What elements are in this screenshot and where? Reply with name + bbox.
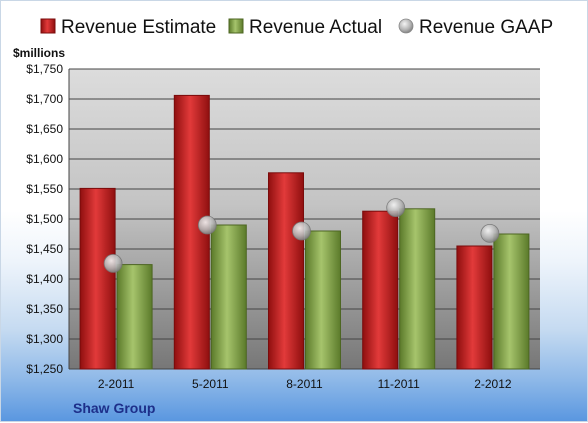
bar-revenue-estimate — [79, 187, 116, 370]
x-tick-label: 2-2012 — [474, 377, 512, 391]
x-tick-label: 5-2011 — [192, 377, 229, 391]
x-tick-label: 11-2011 — [378, 377, 421, 391]
legend-swatch-revenue-gaap — [398, 18, 414, 34]
marker-revenue-gaap — [197, 215, 217, 235]
y-tick-label: $1,500 — [26, 212, 63, 226]
bar-revenue-actual — [493, 233, 530, 370]
legend-label: Revenue GAAP — [419, 17, 553, 38]
legend-label: Revenue Estimate — [61, 17, 216, 38]
legend-swatch-revenue-actual — [228, 18, 244, 34]
marker-revenue-gaap — [103, 253, 123, 273]
y-axis-unit-label: $millions — [13, 46, 65, 60]
bar-revenue-estimate — [268, 172, 304, 370]
marker-revenue-gaap — [386, 198, 406, 218]
company-name: Shaw Group — [73, 400, 155, 416]
x-tick-label: 2-2011 — [98, 377, 135, 391]
bar-revenue-actual — [116, 264, 153, 370]
y-tick-label: $1,750 — [26, 62, 63, 76]
y-tick-label: $1,300 — [26, 332, 63, 346]
bar-revenue-actual — [210, 224, 247, 370]
marker-revenue-gaap — [480, 223, 500, 243]
y-tick-label: $1,550 — [26, 182, 63, 196]
y-tick-label: $1,650 — [26, 122, 63, 136]
bar-revenue-actual — [399, 208, 436, 370]
legend-swatch-revenue-estimate — [40, 18, 56, 34]
bar-revenue-estimate — [456, 245, 493, 370]
marker-revenue-gaap — [292, 221, 311, 241]
x-tick-label: 8-2011 — [286, 377, 323, 391]
y-tick-label: $1,250 — [26, 362, 63, 376]
y-tick-label: $1,450 — [26, 242, 63, 256]
y-tick-label: $1,600 — [26, 152, 63, 166]
bar-revenue-estimate — [362, 210, 399, 370]
y-tick-label: $1,400 — [26, 272, 63, 286]
y-tick-label: $1,350 — [26, 302, 63, 316]
bar-revenue-actual — [305, 230, 341, 370]
y-tick-label: $1,700 — [26, 92, 63, 106]
legend-label: Revenue Actual — [249, 17, 382, 38]
